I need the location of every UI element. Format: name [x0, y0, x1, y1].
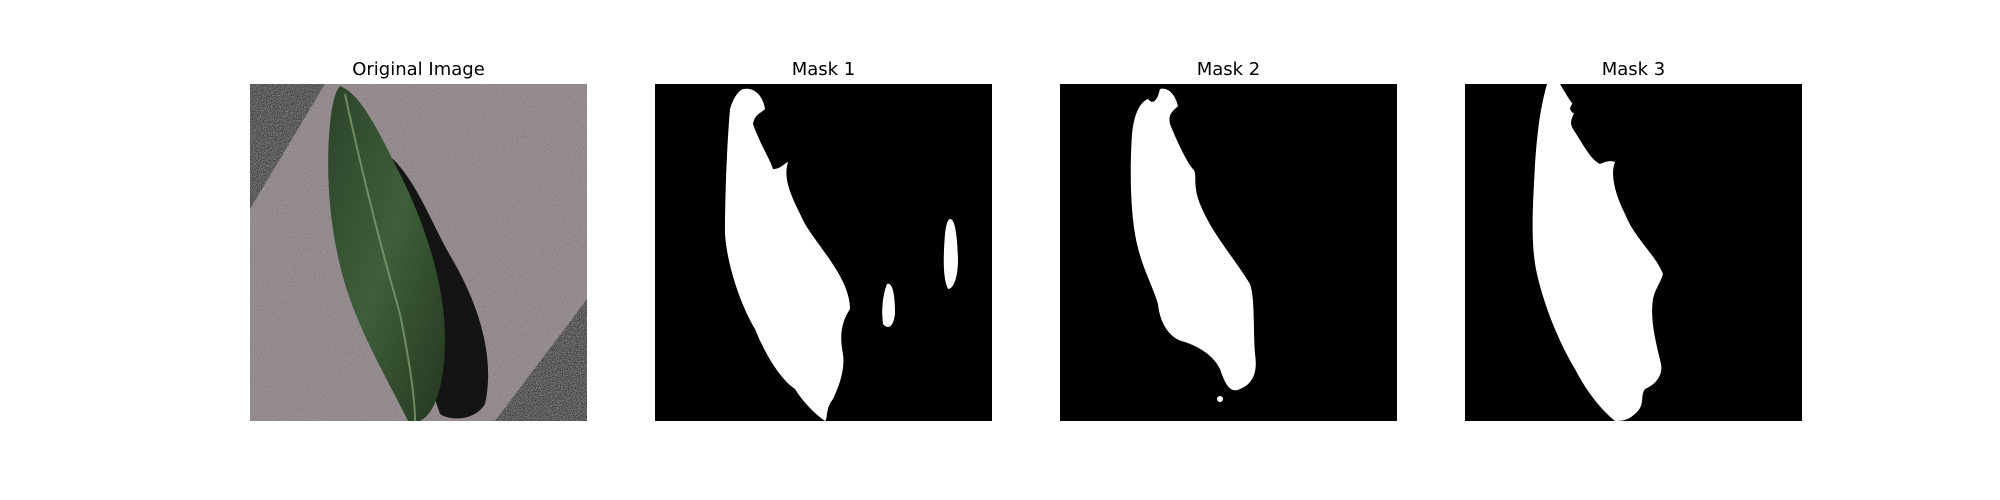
- leaf: [328, 86, 445, 421]
- mask-1-blob-a: [943, 219, 958, 289]
- leaf-midrib: [344, 93, 416, 421]
- mask-2-speck: [1217, 396, 1223, 402]
- original-image-photo: [250, 84, 587, 421]
- mask-1-image: [655, 84, 992, 421]
- panel-title-original: Original Image: [352, 59, 485, 80]
- mask-1: [655, 84, 992, 421]
- panel-title-mask-3: Mask 3: [1601, 59, 1666, 80]
- mask-1-blob-b: [882, 283, 895, 327]
- mask-3: [1465, 84, 1802, 421]
- panel-title-mask-1: Mask 1: [791, 59, 856, 80]
- mask-2-image: [1060, 84, 1397, 421]
- mask-1-leaf-region: [725, 88, 850, 421]
- mask-3-image: [1465, 84, 1802, 421]
- panel-title-mask-2: Mask 2: [1196, 59, 1261, 80]
- mask-3-leaf-region: [1532, 84, 1663, 421]
- mask-2-leaf-region: [1130, 88, 1256, 391]
- original-image: [250, 84, 587, 421]
- mask-2: [1060, 84, 1397, 421]
- mask-3-hole: [1570, 102, 1584, 115]
